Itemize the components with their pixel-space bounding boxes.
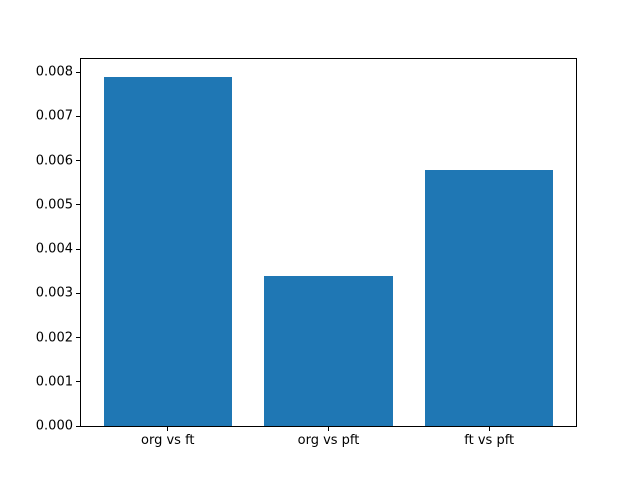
y-tick-mark: [76, 292, 80, 294]
y-tick-mark: [76, 71, 80, 73]
y-tick-mark: [76, 248, 80, 250]
y-tick-label: 0.000: [35, 418, 73, 434]
y-tick-label: 0.002: [35, 330, 73, 346]
y-tick-mark: [76, 337, 80, 339]
y-tick-mark: [76, 425, 80, 427]
y-tick-mark: [76, 204, 80, 206]
y-tick-label: 0.006: [35, 153, 73, 169]
x-tick-label: ft vs pft: [464, 433, 515, 448]
x-tick-label: org vs ft: [141, 433, 195, 448]
x-tick-label: org vs pft: [297, 433, 360, 448]
y-tick-label: 0.001: [35, 374, 73, 390]
y-tick-label: 0.005: [35, 197, 73, 213]
bar-org-vs-pft: [264, 275, 393, 426]
y-tick-label: 0.004: [35, 241, 73, 257]
x-tick-mark: [488, 427, 490, 431]
x-tick-mark: [328, 427, 329, 431]
bar-ft-vs-pft: [424, 169, 554, 426]
plot-area: 0.000 0.001 0.002 0.003 0.004 0.005 0.006 0.007…: [36, 58, 577, 447]
y-tick-label: 0.007: [35, 108, 73, 124]
bar-org-vs-ft: [103, 76, 233, 426]
y-tick-label: 0.003: [35, 285, 73, 301]
y-tick-mark: [76, 115, 80, 117]
y-tick-mark: [76, 160, 80, 162]
x-tick-mark: [167, 427, 169, 431]
y-tick-label: 0.008: [35, 64, 73, 80]
y-tick-mark: [76, 381, 80, 383]
